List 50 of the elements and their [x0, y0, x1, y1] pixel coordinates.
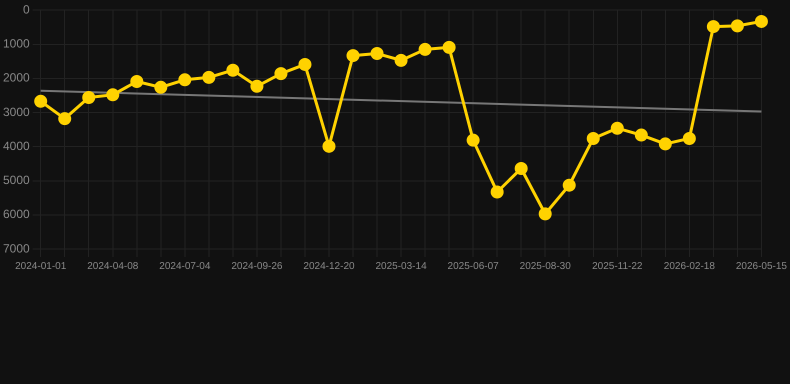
point — [250, 80, 264, 93]
point — [514, 162, 528, 175]
x-tick-label: 2026-05-15 — [736, 260, 788, 272]
point — [106, 88, 120, 102]
y-tick-label: 7000 — [2, 241, 30, 256]
x-tick-label: 2024-04-08 — [87, 260, 139, 272]
x-tick-label: 2025-03-14 — [375, 260, 428, 272]
point — [34, 94, 48, 108]
point — [562, 178, 576, 192]
y-tick-label: 4000 — [2, 138, 30, 153]
point — [418, 42, 432, 56]
point — [202, 70, 216, 84]
point — [586, 132, 600, 145]
point — [274, 67, 288, 80]
point — [706, 20, 720, 34]
x-tick-label: 2026-02-18 — [664, 260, 716, 272]
point — [634, 128, 648, 142]
x-tick-label: 2025-08-30 — [520, 260, 572, 272]
x-tick-label: 2024-12-20 — [303, 260, 355, 272]
point — [610, 122, 624, 135]
point — [58, 112, 72, 126]
point — [322, 140, 336, 153]
y-tick-label: 3000 — [2, 104, 30, 119]
point — [82, 91, 96, 104]
x-tick-label: 2024-01-01 — [15, 260, 67, 272]
point — [442, 40, 456, 54]
x-tick-label: 2025-11-22 — [592, 260, 643, 272]
point — [754, 14, 768, 28]
y-tick-label: 5000 — [2, 173, 30, 188]
point — [346, 49, 360, 62]
y-tick-label: 6000 — [2, 207, 30, 222]
point — [658, 137, 672, 150]
point — [490, 186, 504, 199]
point — [538, 207, 552, 220]
point — [130, 75, 144, 88]
x-tick-label: 2024-07-04 — [159, 260, 211, 272]
point — [178, 73, 192, 86]
point — [466, 134, 480, 147]
point — [154, 80, 168, 94]
point — [298, 58, 312, 71]
point — [370, 47, 384, 60]
y-tick-label: 1000 — [2, 36, 30, 51]
point — [682, 132, 696, 145]
y-tick-label: 2000 — [2, 70, 30, 85]
point — [730, 19, 744, 32]
x-tick-label: 2024-09-26 — [231, 260, 283, 272]
y-tick-label: 0 — [23, 2, 30, 17]
x-tick-label: 2025-06-07 — [448, 260, 500, 272]
point — [394, 54, 408, 67]
point — [226, 64, 240, 77]
